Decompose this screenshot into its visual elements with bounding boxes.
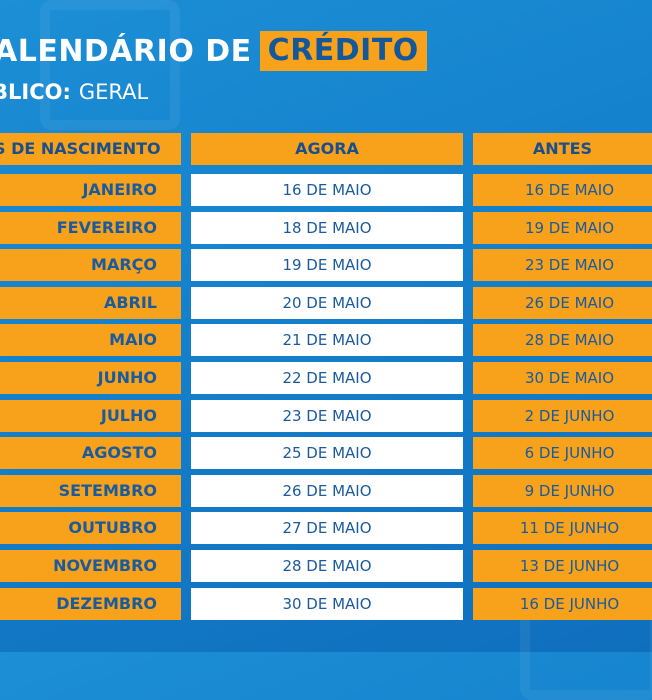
audience-label: BLICO:: [0, 80, 71, 104]
antes-date-cell: 30 DE MAIO: [473, 362, 652, 394]
antes-date-cell: 23 DE MAIO: [473, 249, 652, 282]
agora-date-cell: 30 DE MAIO: [191, 587, 463, 620]
agora-date-cell: 19 DE MAIO: [191, 249, 463, 282]
agora-date-cell: 28 DE MAIO: [191, 550, 463, 582]
birth-month-cell: NOVEMBRO: [0, 550, 181, 582]
table-row: OUTUBRO 27 DE MAIO 11 DE JUNHO: [0, 512, 652, 545]
agora-date-cell: 27 DE MAIO: [191, 512, 463, 545]
birth-month-cell: OUTUBRO: [0, 512, 181, 545]
agora-date-cell: 25 DE MAIO: [191, 437, 463, 470]
table-row: JULHO 23 DE MAIO 2 DE JUNHO: [0, 399, 652, 432]
agora-date-cell: 21 DE MAIO: [191, 324, 463, 357]
birth-month-cell: JANEIRO: [0, 174, 181, 206]
birth-month-cell: SETEMBRO: [0, 474, 181, 507]
agora-date-cell: 22 DE MAIO: [191, 362, 463, 394]
antes-date-cell: 16 DE JUNHO: [473, 587, 652, 620]
background-decoration: [40, 0, 180, 130]
birth-month-cell: AGOSTO: [0, 437, 181, 470]
title-row: ALENDÁRIO DE CRÉDITO: [0, 30, 427, 72]
antes-date-cell: 26 DE MAIO: [473, 286, 652, 319]
table-row: ABRIL 20 DE MAIO 26 DE MAIO: [0, 286, 652, 319]
table-row: JUNHO 22 DE MAIO 30 DE MAIO: [0, 362, 652, 394]
table-row: JANEIRO 16 DE MAIO 16 DE MAIO: [0, 174, 652, 206]
audience-line: BLICO: GERAL: [0, 80, 148, 104]
table-row: FEVEREIRO 18 DE MAIO 19 DE MAIO: [0, 211, 652, 244]
antes-date-cell: 2 DE JUNHO: [473, 399, 652, 432]
antes-date-cell: 13 DE JUNHO: [473, 550, 652, 582]
table-row: MARÇO 19 DE MAIO 23 DE MAIO: [0, 249, 652, 282]
birth-month-cell: DEZEMBRO: [0, 587, 181, 620]
table-row: MAIO 21 DE MAIO 28 DE MAIO: [0, 324, 652, 357]
table-row: SETEMBRO 26 DE MAIO 9 DE JUNHO: [0, 474, 652, 507]
antes-date-cell: 11 DE JUNHO: [473, 512, 652, 545]
antes-date-cell: 16 DE MAIO: [473, 174, 652, 206]
table-row: NOVEMBRO 28 DE MAIO 13 DE JUNHO: [0, 550, 652, 582]
column-header-agora: AGORA: [191, 133, 463, 165]
birth-month-cell: FEVEREIRO: [0, 211, 181, 244]
agora-date-cell: 16 DE MAIO: [191, 174, 463, 206]
birth-month-cell: MAIO: [0, 324, 181, 357]
title-highlight: CRÉDITO: [259, 31, 427, 71]
column-header-birth-month: S DE NASCIMENTO: [0, 133, 181, 165]
agora-date-cell: 18 DE MAIO: [191, 211, 463, 244]
birth-month-cell: JUNHO: [0, 362, 181, 394]
table-row: AGOSTO 25 DE MAIO 6 DE JUNHO: [0, 437, 652, 470]
birth-month-cell: MARÇO: [0, 249, 181, 282]
antes-date-cell: 6 DE JUNHO: [473, 437, 652, 470]
birth-month-cell: ABRIL: [0, 286, 181, 319]
audience-value: GERAL: [78, 80, 149, 104]
birth-month-cell: JULHO: [0, 399, 181, 432]
table-row: DEZEMBRO 30 DE MAIO 16 DE JUNHO: [0, 587, 652, 620]
antes-date-cell: 19 DE MAIO: [473, 211, 652, 244]
antes-date-cell: 9 DE JUNHO: [473, 474, 652, 507]
agora-date-cell: 26 DE MAIO: [191, 474, 463, 507]
column-header-antes: ANTES: [473, 133, 652, 165]
table-header-row: S DE NASCIMENTO AGORA ANTES: [0, 133, 652, 165]
page-title: ALENDÁRIO DE: [0, 33, 252, 69]
antes-date-cell: 28 DE MAIO: [473, 324, 652, 357]
agora-date-cell: 23 DE MAIO: [191, 399, 463, 432]
agora-date-cell: 20 DE MAIO: [191, 286, 463, 319]
